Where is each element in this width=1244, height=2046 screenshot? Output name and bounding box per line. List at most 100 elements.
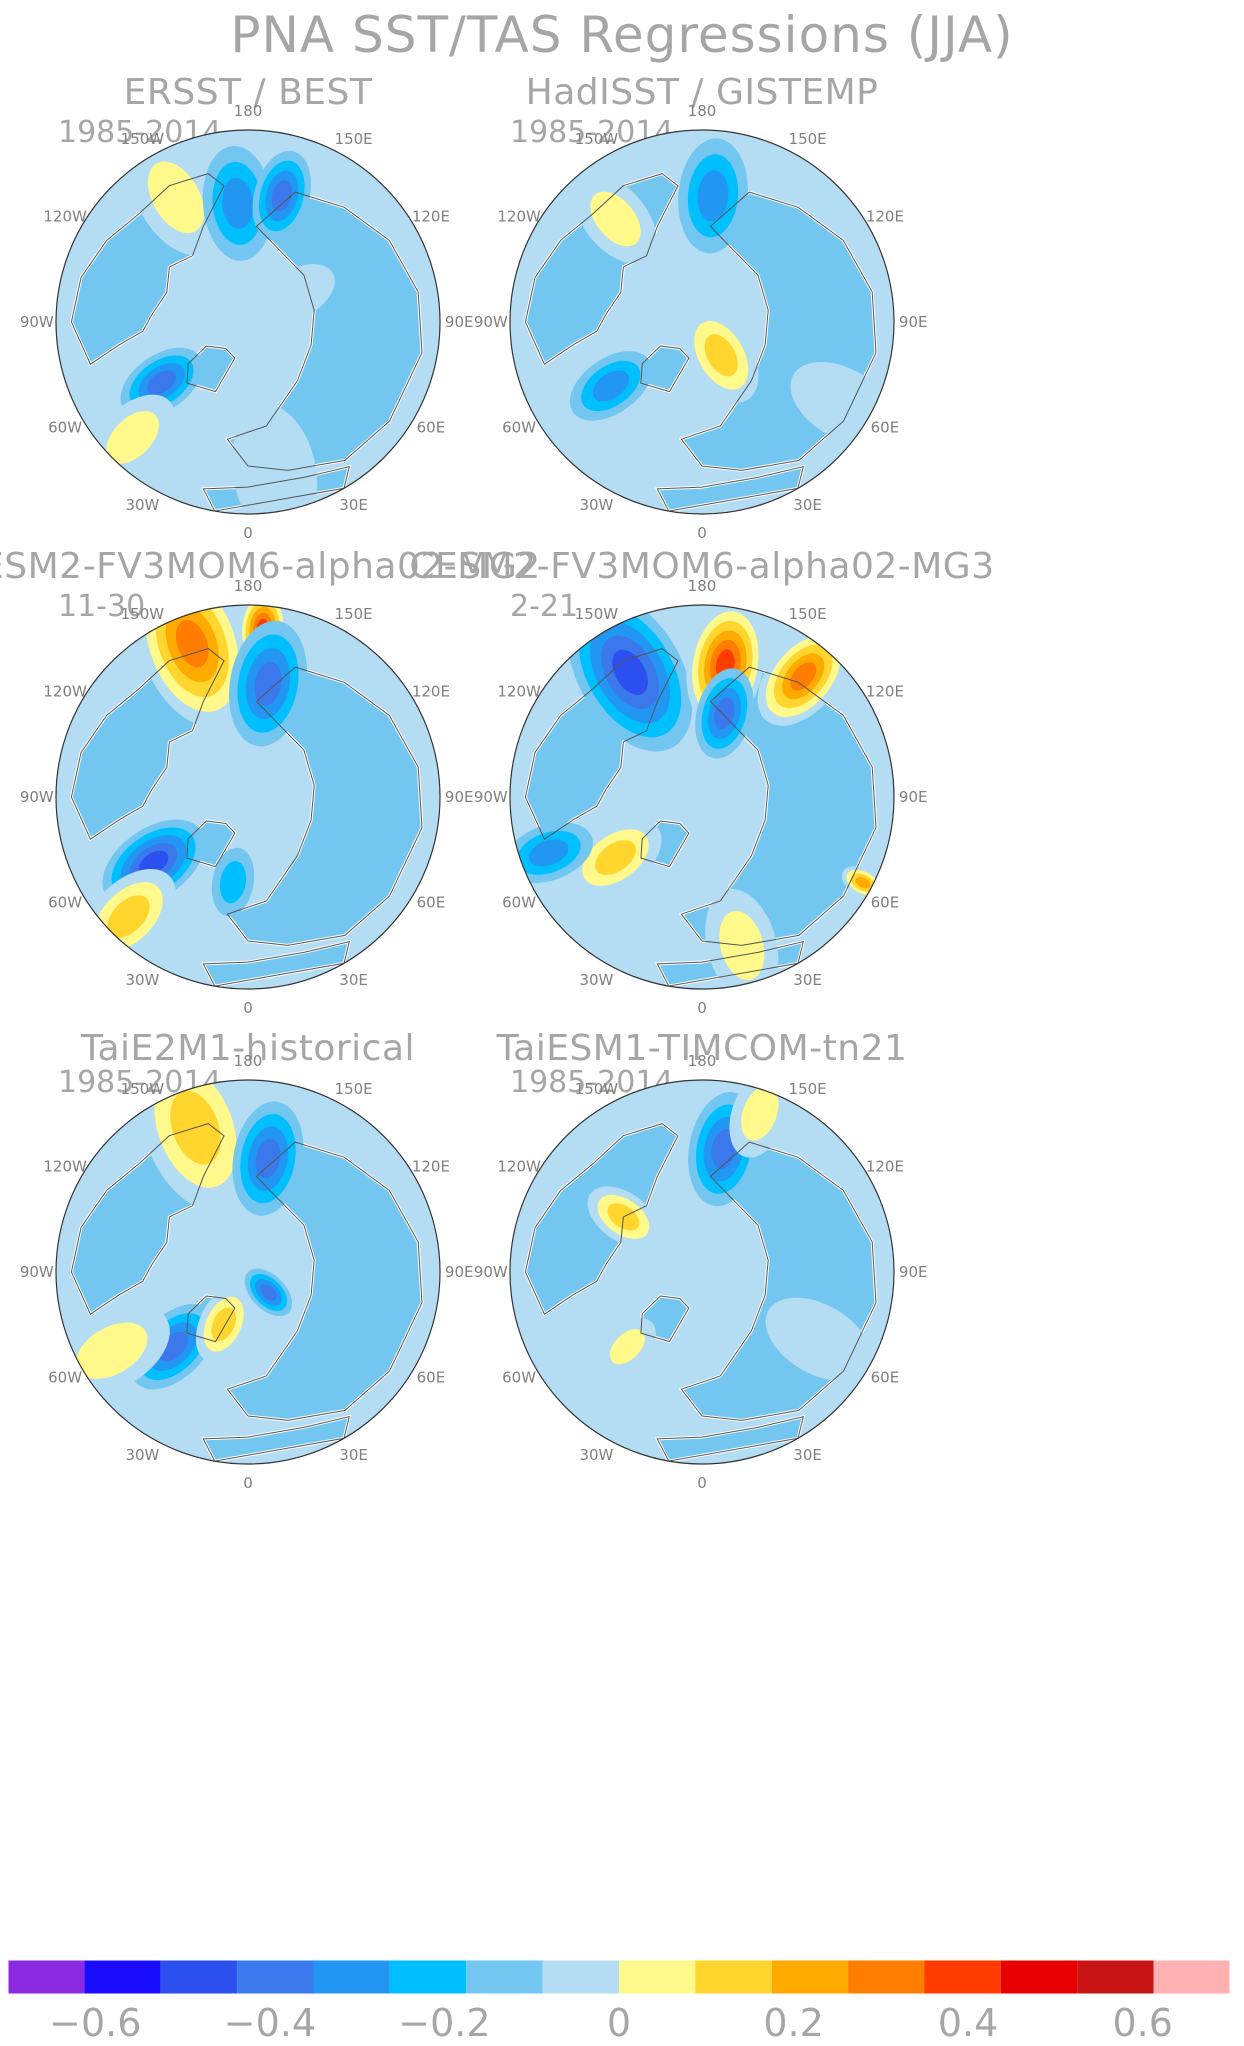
longitude-label: 60W — [502, 894, 536, 912]
longitude-label: 150W — [575, 605, 619, 623]
longitude-label: 120E — [866, 682, 904, 700]
panel-title: HadISST / GISTEMP — [526, 72, 879, 113]
contour-level — [741, 1085, 779, 1141]
anomaly-feature — [202, 145, 273, 261]
panel-title: TaiE2M1-historical — [80, 1028, 415, 1069]
colorbar-tick-label: −0.6 — [49, 2001, 141, 2045]
longitude-label: 150E — [335, 1080, 373, 1098]
anomaly-feature — [244, 1268, 293, 1317]
longitude-label: 90W — [474, 313, 508, 331]
anomaly-feature — [260, 264, 335, 323]
colorbar-tick-label: 0.2 — [763, 2001, 823, 2045]
contour-level — [592, 370, 630, 402]
longitude-label: 150E — [789, 130, 827, 148]
longitude-label: 0 — [243, 524, 253, 542]
coastline — [680, 191, 877, 471]
coastline — [70, 648, 225, 840]
map-panels: ERSST / BEST1985-2014180150E120E90E60E30… — [0, 72, 994, 1492]
contour-level — [765, 1297, 872, 1381]
colorbar-tick-label: −0.4 — [224, 2001, 316, 2045]
contour-level — [603, 398, 666, 478]
colorbar-swatch — [619, 1960, 696, 1994]
longitude-label: 0 — [697, 524, 707, 542]
contour-level — [855, 876, 871, 889]
longitude-label: 120E — [412, 207, 450, 225]
longitude-label: 90E — [899, 1263, 928, 1281]
longitude-label: 0 — [243, 1474, 253, 1492]
coastline — [640, 820, 690, 868]
panel-title: TaiESM1-TIMCOM-tn21 — [496, 1028, 908, 1069]
figure-title: PNA SST/TAS Regressions (JJA) — [230, 6, 1013, 64]
map-panel-1: ERSST / BEST1985-2014180150E120E90E60E30… — [20, 72, 474, 542]
longitude-label: 30E — [793, 1446, 822, 1464]
coastline — [680, 1141, 877, 1421]
longitude-label: 60E — [871, 894, 900, 912]
longitude-label: 60W — [48, 894, 82, 912]
coastline — [226, 1141, 423, 1421]
map-panel-2: HadISST / GISTEMP1985-2014180150E120E90E… — [474, 72, 928, 542]
anomaly-feature — [757, 626, 849, 726]
contour-level — [75, 1322, 148, 1379]
longitude-label: 150E — [335, 605, 373, 623]
colorbar-swatch — [848, 1960, 925, 1994]
colorbar-swatch — [1000, 1960, 1078, 1994]
longitude-label: 60W — [48, 419, 82, 437]
longitude-label: 90W — [474, 788, 508, 806]
longitude-label: 120E — [866, 1157, 904, 1175]
longitude-label: 150E — [789, 605, 827, 623]
contour-level — [612, 649, 648, 695]
contour-level — [236, 790, 299, 870]
panel-title: ERSST / BEST — [124, 72, 373, 113]
map-field — [510, 605, 894, 989]
anomaly-feature — [765, 1297, 872, 1381]
panel-period: 2-21 — [510, 589, 578, 624]
contour-level — [260, 264, 335, 323]
coastline — [186, 345, 236, 393]
longitude-label: 180 — [688, 1052, 717, 1070]
longitude-label: 60W — [502, 1369, 536, 1387]
longitude-label: 120E — [412, 1157, 450, 1175]
colorbar-swatch — [1153, 1960, 1231, 1994]
colorbar-swatch — [237, 1960, 314, 1994]
coastline — [524, 648, 679, 840]
colorbar: −0.6 −0.4 −0.2 0 0.2 0.4 0.6 — [7, 1959, 1231, 2045]
longitude-label: 30W — [579, 971, 613, 989]
globe-edge — [55, 1079, 441, 1465]
longitude-label: 30W — [579, 496, 613, 514]
longitude-label: 60E — [871, 419, 900, 437]
longitude-label: 120W — [497, 682, 541, 700]
longitude-label: 90E — [445, 788, 474, 806]
anomaly-feature — [228, 620, 308, 747]
contour-level — [107, 895, 150, 938]
anomaly-feature — [569, 351, 652, 421]
longitude-label: 150W — [575, 130, 619, 148]
anomaly-feature — [252, 150, 312, 241]
longitude-label: 150W — [121, 605, 165, 623]
contour-level — [609, 1329, 645, 1365]
colorbar-swatch — [389, 1960, 467, 1994]
longitude-label: 180 — [234, 577, 263, 595]
longitude-label: 60E — [417, 1369, 446, 1387]
contour-level — [697, 170, 729, 222]
longitude-label: 30W — [125, 1446, 159, 1464]
longitude-label: 150E — [335, 130, 373, 148]
colorbar-swatch — [924, 1960, 1001, 1994]
longitude-label: 30E — [793, 971, 822, 989]
contour-level — [595, 840, 636, 875]
longitude-label: 90W — [20, 1263, 54, 1281]
longitude-label: 120W — [497, 207, 541, 225]
colorbar-frame — [7, 1959, 1231, 1995]
longitude-label: 30W — [125, 496, 159, 514]
longitude-label: 180 — [234, 102, 263, 120]
longitude-label: 120E — [412, 682, 450, 700]
longitude-label: 0 — [243, 999, 253, 1017]
colorbar-swatch — [84, 1960, 161, 1994]
longitude-label: 60E — [871, 1369, 900, 1387]
coastline — [226, 666, 423, 946]
longitude-label: 180 — [688, 102, 717, 120]
contour-level — [106, 411, 159, 464]
longitude-label: 30W — [125, 971, 159, 989]
longitude-label: 90E — [899, 313, 928, 331]
anomaly-feature — [574, 174, 657, 264]
longitude-label: 60E — [417, 894, 446, 912]
